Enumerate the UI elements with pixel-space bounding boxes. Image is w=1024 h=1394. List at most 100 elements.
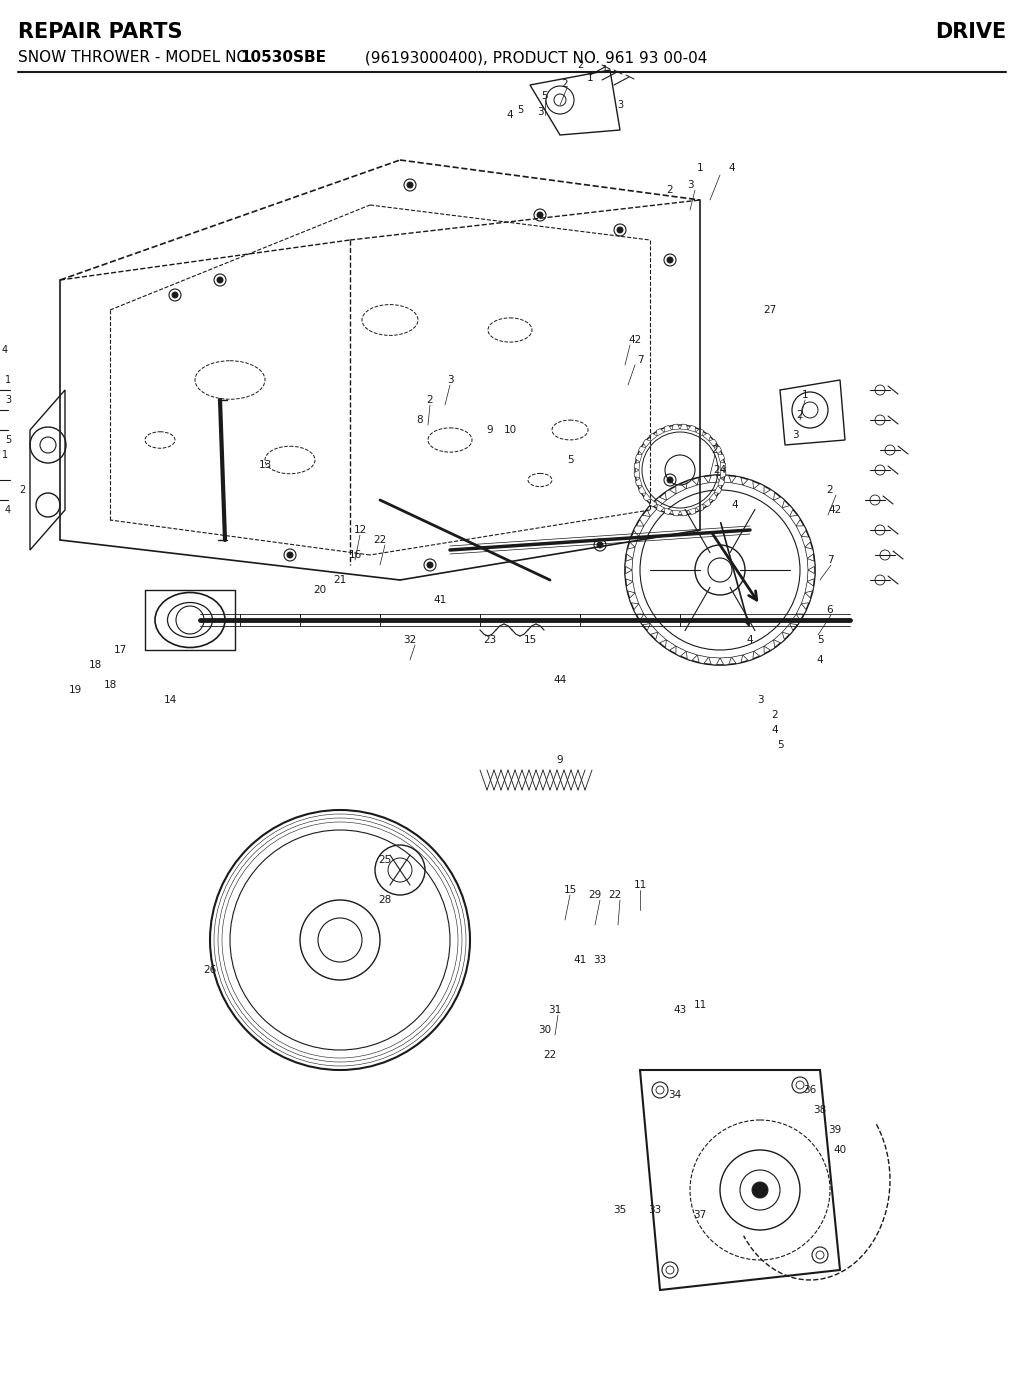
Circle shape — [427, 562, 433, 567]
Text: 33: 33 — [648, 1204, 662, 1216]
Text: 3: 3 — [616, 100, 623, 110]
Polygon shape — [782, 623, 793, 634]
Polygon shape — [697, 655, 709, 664]
Polygon shape — [634, 470, 640, 478]
Text: 38: 38 — [813, 1105, 826, 1115]
Text: 3: 3 — [537, 107, 544, 117]
Polygon shape — [666, 489, 676, 500]
Text: 21: 21 — [334, 574, 347, 585]
Circle shape — [407, 183, 413, 188]
Polygon shape — [720, 470, 726, 478]
Polygon shape — [655, 633, 667, 643]
Polygon shape — [754, 484, 764, 493]
Text: 22: 22 — [544, 1050, 557, 1059]
Polygon shape — [720, 475, 731, 482]
Text: 14: 14 — [164, 696, 176, 705]
Text: 41: 41 — [573, 955, 587, 965]
Polygon shape — [640, 516, 650, 526]
Polygon shape — [714, 485, 722, 493]
Polygon shape — [655, 498, 667, 507]
Polygon shape — [773, 498, 784, 507]
Polygon shape — [625, 570, 633, 581]
Text: 4: 4 — [729, 163, 735, 173]
Polygon shape — [709, 475, 720, 482]
Text: 23: 23 — [483, 636, 497, 645]
Polygon shape — [764, 640, 775, 650]
Text: 3: 3 — [792, 429, 799, 441]
Polygon shape — [802, 537, 811, 548]
Polygon shape — [640, 615, 650, 625]
Polygon shape — [680, 424, 688, 429]
Text: 3: 3 — [757, 696, 763, 705]
Text: 2: 2 — [772, 710, 778, 719]
Polygon shape — [720, 657, 731, 665]
Text: 24: 24 — [714, 466, 727, 475]
Polygon shape — [709, 439, 717, 447]
Polygon shape — [731, 655, 742, 664]
Text: 6: 6 — [826, 605, 834, 615]
Text: 37: 37 — [693, 1210, 707, 1220]
Polygon shape — [634, 463, 640, 470]
Text: SNOW THROWER - MODEL NO.: SNOW THROWER - MODEL NO. — [18, 50, 258, 66]
Polygon shape — [673, 510, 680, 516]
Text: 10530SBE: 10530SBE — [240, 50, 326, 66]
Polygon shape — [790, 516, 801, 526]
Text: 42: 42 — [828, 505, 842, 514]
Text: 2: 2 — [826, 485, 834, 495]
Polygon shape — [676, 647, 686, 657]
Text: 4: 4 — [2, 344, 8, 355]
Text: 2: 2 — [667, 185, 674, 195]
Polygon shape — [731, 477, 742, 485]
Text: (96193000400), PRODUCT NO. 961 93 00-04: (96193000400), PRODUCT NO. 961 93 00-04 — [360, 50, 708, 66]
Text: 34: 34 — [669, 1090, 682, 1100]
Polygon shape — [656, 505, 665, 512]
Polygon shape — [686, 480, 697, 489]
Text: 17: 17 — [114, 645, 127, 655]
Text: 1: 1 — [587, 72, 593, 84]
Text: 26: 26 — [204, 965, 217, 974]
Polygon shape — [676, 484, 686, 493]
Text: 27: 27 — [763, 305, 776, 315]
Polygon shape — [686, 651, 697, 661]
Text: 42: 42 — [629, 335, 642, 344]
Text: 4: 4 — [817, 655, 823, 665]
Text: 1: 1 — [602, 66, 608, 75]
Polygon shape — [718, 478, 725, 485]
Text: 8: 8 — [417, 415, 423, 425]
Polygon shape — [695, 428, 703, 436]
Text: 4: 4 — [772, 725, 778, 735]
Text: 12: 12 — [353, 526, 367, 535]
Text: 11: 11 — [634, 880, 646, 889]
Polygon shape — [742, 651, 754, 661]
Polygon shape — [665, 425, 672, 432]
Circle shape — [287, 552, 293, 558]
Polygon shape — [680, 510, 688, 516]
Polygon shape — [656, 428, 665, 436]
Text: 33: 33 — [593, 955, 606, 965]
Text: 10: 10 — [504, 425, 516, 435]
Text: 30: 30 — [539, 1025, 552, 1034]
Polygon shape — [665, 507, 672, 514]
Text: 5: 5 — [566, 454, 573, 466]
Text: 5: 5 — [776, 740, 783, 750]
Polygon shape — [647, 506, 657, 516]
Text: 19: 19 — [69, 684, 82, 696]
Polygon shape — [797, 526, 806, 537]
Text: 7: 7 — [826, 555, 834, 565]
Polygon shape — [649, 499, 657, 507]
Text: 28: 28 — [379, 895, 391, 905]
Polygon shape — [625, 559, 633, 570]
Polygon shape — [805, 548, 814, 559]
Text: 1: 1 — [5, 375, 11, 385]
Text: 16: 16 — [348, 551, 361, 560]
Text: 9: 9 — [486, 425, 494, 435]
Polygon shape — [634, 526, 644, 537]
Circle shape — [537, 212, 543, 217]
Text: 5: 5 — [542, 91, 548, 100]
Polygon shape — [636, 478, 642, 485]
Polygon shape — [797, 604, 806, 615]
Polygon shape — [720, 461, 726, 470]
Text: 20: 20 — [313, 585, 327, 595]
Text: DRIVE: DRIVE — [935, 22, 1006, 42]
Text: 4: 4 — [507, 110, 513, 120]
